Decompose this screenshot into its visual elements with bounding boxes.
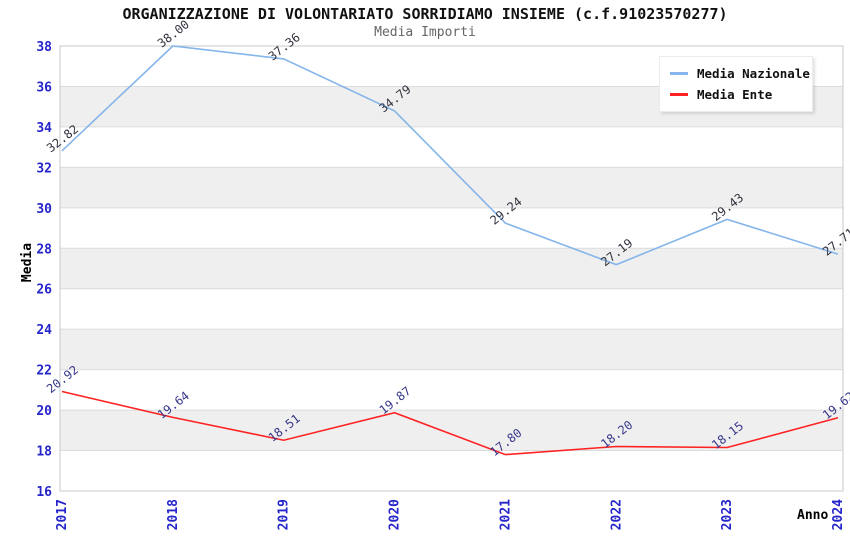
x-axis-title: Anno: [797, 508, 829, 523]
x-tick-label: 2021: [498, 499, 513, 530]
y-tick-label: 16: [36, 485, 52, 500]
legend: Media Nazionale Media Ente: [659, 56, 813, 112]
y-tick-label: 28: [36, 242, 52, 257]
grid-band: [60, 450, 843, 491]
y-tick-label: 20: [36, 404, 52, 419]
x-tick-label: 2024: [831, 499, 846, 530]
x-tick-label: 2017: [55, 499, 70, 530]
legend-swatch-icon: [670, 72, 688, 75]
x-tick-label: 2020: [388, 499, 403, 530]
legend-label: Media Ente: [697, 87, 773, 102]
y-tick-label: 32: [36, 161, 52, 176]
grid-band: [60, 126, 843, 168]
y-tick-label: 22: [36, 364, 52, 379]
x-tick-label: 2023: [720, 499, 735, 530]
legend-entry: Media Nazionale: [670, 63, 810, 84]
plot-border: [59, 45, 844, 492]
grid-band: [60, 207, 843, 249]
y-tick-label: 30: [36, 202, 52, 217]
x-tick-label: 2019: [277, 499, 292, 530]
legend-label: Media Nazionale: [697, 66, 810, 81]
grid-band: [60, 288, 843, 330]
grid-band: [60, 329, 843, 370]
y-tick-label: 38: [36, 40, 52, 55]
grid-band: [60, 167, 843, 208]
grid-band: [60, 369, 843, 411]
legend-swatch-icon: [670, 93, 688, 96]
y-tick-label: 36: [36, 80, 52, 95]
legend-entry: Media Ente: [670, 84, 806, 105]
grid-band: [60, 410, 843, 451]
chart-title: ORGANIZZAZIONE DI VOLONTARIATO SORRIDIAM…: [122, 5, 728, 23]
chart-subtitle: Media Importi: [374, 25, 476, 40]
y-tick-label: 18: [36, 445, 52, 460]
x-tick-label: 2018: [166, 499, 181, 530]
y-axis-title: Media: [20, 242, 36, 283]
y-tick-label: 34: [36, 121, 52, 136]
y-tick-label: 26: [36, 283, 52, 298]
series-line-media-ente: [61, 390, 839, 456]
y-tick-label: 24: [36, 323, 52, 338]
x-tick-label: 2022: [609, 499, 624, 530]
grid-band: [60, 248, 843, 289]
series-line-media-nazionale: [61, 45, 839, 266]
